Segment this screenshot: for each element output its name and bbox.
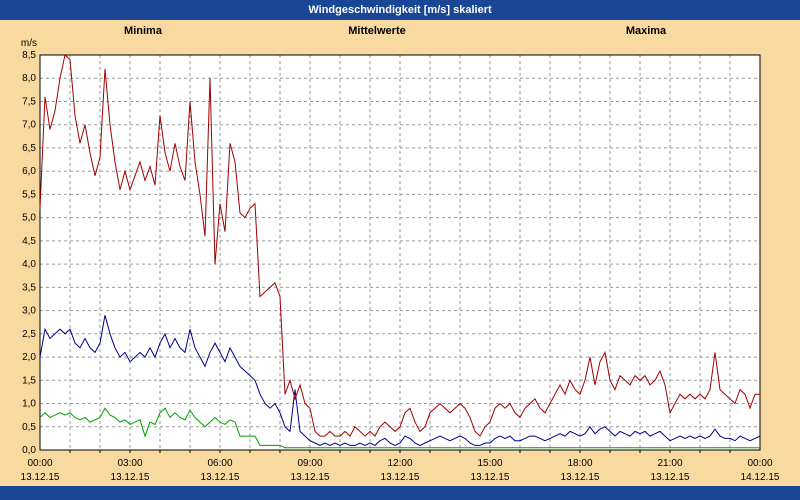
wind-speed-chart: Minima Mittelwerte Maxima m/s8,5 8,0 7,5 7,0 6,… xyxy=(21,25,780,483)
x-tick-time-label: 00:00 xyxy=(27,458,52,469)
y-tick-label: 3,5 xyxy=(22,282,36,293)
x-tick-date-label: 13.12.15 xyxy=(381,472,420,483)
x-tick-time-label: 06:00 xyxy=(207,458,232,469)
y-tick-label: 7,0 xyxy=(22,120,36,131)
bottom-bar xyxy=(0,486,800,500)
x-tick-time-label: 21:00 xyxy=(657,458,682,469)
y-tick-label: 5,5 xyxy=(22,189,36,200)
plot-background xyxy=(40,55,760,450)
x-tick-time-label: 09:00 xyxy=(297,458,322,469)
legend-minima: Minima xyxy=(124,25,163,37)
x-tick-date-label: 13.12.15 xyxy=(111,472,150,483)
x-tick-date-label: 13.12.15 xyxy=(561,472,600,483)
y-tick-label: 0,0 xyxy=(22,445,36,456)
y-axis-unit-label: m/s xyxy=(21,38,37,49)
chart-title: Windgeschwindigkeit [m/s] skaliert xyxy=(308,4,492,16)
y-tick-label: 2,5 xyxy=(22,329,36,340)
series-line-mittelwerte xyxy=(39,315,761,446)
x-tick-time-label: 15:00 xyxy=(477,458,502,469)
legend-mittelwerte: Mittelwerte xyxy=(348,25,405,37)
title-bar: Windgeschwindigkeit [m/s] skaliert xyxy=(0,0,800,20)
y-tick-label: 0,5 xyxy=(22,422,36,433)
y-tick-label: 8,0 xyxy=(22,73,36,84)
y-tick-label: 1,0 xyxy=(22,399,36,410)
y-tick-label: 6,0 xyxy=(22,166,36,177)
x-tick-date-label: 13.12.15 xyxy=(201,472,240,483)
x-tick-time-label: 18:00 xyxy=(567,458,592,469)
x-tick-date-label: 13.12.15 xyxy=(651,472,690,483)
series-line-maxima xyxy=(39,54,760,437)
x-tick-date-label: 13.12.15 xyxy=(21,472,60,483)
y-tick-label: 1,5 xyxy=(22,375,36,386)
y-tick-label: 4,5 xyxy=(22,236,36,247)
series-line-minima xyxy=(39,407,760,449)
plot-border xyxy=(39,54,761,451)
y-tick-label: 2,0 xyxy=(22,352,36,363)
y-tick-label: 5,0 xyxy=(22,213,36,224)
x-tick-date-label: 14.12.15 xyxy=(741,472,780,483)
y-tick-label: 3,0 xyxy=(22,306,36,317)
x-tick-time-label: 00:00 xyxy=(747,458,772,469)
legend-maxima: Maxima xyxy=(626,25,667,37)
x-tick-date-label: 13.12.15 xyxy=(291,472,330,483)
x-tick-time-label: 12:00 xyxy=(387,458,412,469)
y-tick-label: 8,5 xyxy=(22,50,36,61)
x-tick-time-label: 03:00 xyxy=(117,458,142,469)
y-tick-label: 7,5 xyxy=(22,97,36,108)
x-tick-date-label: 13.12.15 xyxy=(471,472,510,483)
y-tick-label: 6,5 xyxy=(22,143,36,154)
y-tick-label: 4,0 xyxy=(22,259,36,270)
